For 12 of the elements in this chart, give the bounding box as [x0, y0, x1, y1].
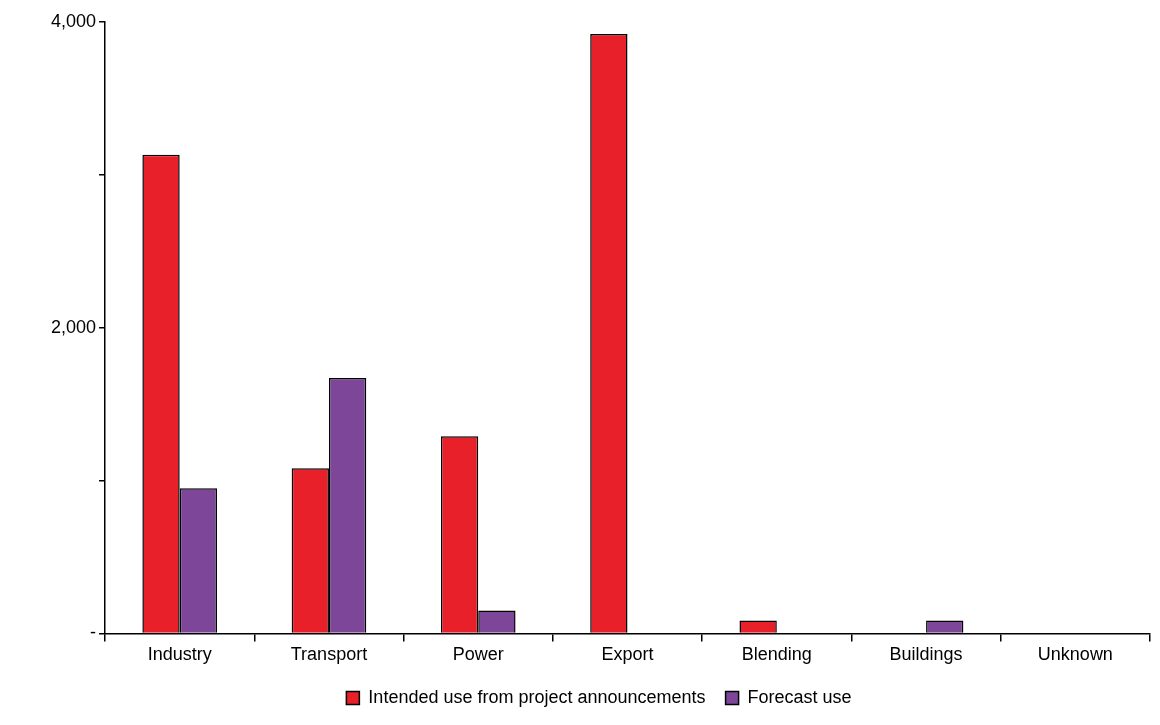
legend-label: Intended use from project announcements	[368, 686, 706, 707]
x-tick-label: Unknown	[1037, 644, 1113, 665]
y-tick-label: -	[90, 622, 97, 643]
x-tick-label: Power	[452, 644, 504, 665]
x-tick-label: Transport	[290, 644, 368, 665]
x-tick-label: Export	[601, 644, 654, 665]
x-tick-label: Industry	[147, 644, 212, 665]
x-tick-label: Blending	[741, 644, 812, 665]
y-tick-label: 2,000	[51, 316, 97, 337]
y-tick-label: 4,000	[51, 10, 97, 31]
legend-label: Forecast use	[747, 686, 852, 707]
x-tick-label: Buildings	[889, 644, 963, 665]
